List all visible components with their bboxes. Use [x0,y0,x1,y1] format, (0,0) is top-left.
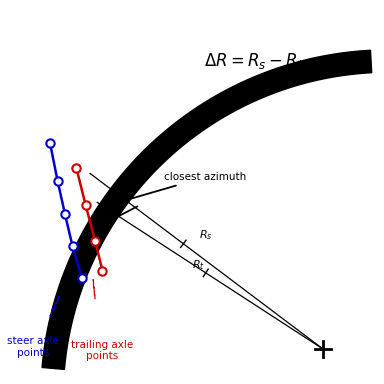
Text: intended path: intended path [91,161,143,225]
Text: $R_s$: $R_s$ [199,228,213,242]
Text: $\Delta R = R_s - R_t$: $\Delta R = R_s - R_t$ [204,51,304,71]
Text: $R_t$: $R_t$ [192,258,205,272]
Polygon shape [42,50,372,369]
Text: steer axle
points: steer axle points [7,336,59,358]
Text: closest azimuth: closest azimuth [107,172,247,207]
Text: trailing axle
points: trailing axle points [71,340,134,361]
